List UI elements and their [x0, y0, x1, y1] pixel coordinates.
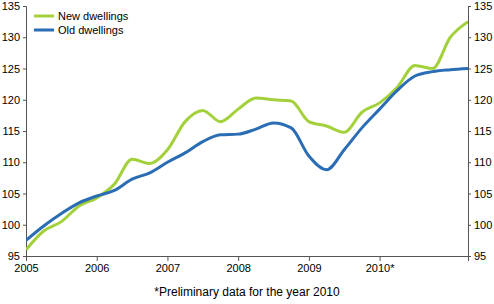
y-axis-left-tick: 105	[2, 188, 26, 200]
y-axis-left-tick: 135	[2, 0, 26, 12]
x-axis-tick-mark	[238, 256, 239, 261]
x-axis-tick: 2006	[85, 256, 109, 274]
y-axis-right-tick-label: 95	[474, 250, 486, 262]
y-axis-right: 95 100 105 110 115 120 125 130 135	[468, 0, 492, 262]
series-line	[26, 22, 468, 250]
series-line	[26, 69, 468, 241]
y-axis-left-tick-mark	[23, 162, 26, 163]
legend: New dwellings Old dwellings	[34, 10, 129, 36]
y-axis-left-tick-label: 105	[2, 188, 20, 200]
y-axis-left-tick-label: 125	[2, 63, 20, 75]
y-axis-right-tick-label: 115	[474, 125, 492, 137]
legend-item: New dwellings	[34, 10, 129, 22]
chart: 2005 2006 2007 2008 2009 2010* 95 100 105 110 115 1…	[0, 0, 494, 304]
x-axis: 2005 2006 2007 2008 2009 2010*	[14, 256, 468, 274]
y-axis-left-tick: 110	[2, 156, 26, 168]
y-axis-right-tick-mark	[468, 162, 471, 163]
x-axis-tick-label: 2007	[156, 262, 180, 274]
y-axis-left-tick: 100	[2, 219, 26, 231]
y-axis-right-line	[469, 7, 472, 257]
x-axis-tick-label: 2010*	[366, 262, 395, 274]
y-axis-right-tick-label: 110	[474, 156, 492, 168]
y-axis-right-tick-label: 125	[474, 63, 492, 75]
y-axis-left-tick-mark	[23, 256, 26, 257]
x-axis-tick-mark	[97, 256, 98, 261]
y-axis-left-line	[23, 7, 27, 257]
y-axis-right-tick-mark	[468, 256, 471, 257]
y-axis-right-tick: 115	[468, 125, 492, 137]
y-axis-left-tick-label: 110	[2, 156, 20, 168]
y-axis-left-tick: 130	[2, 31, 26, 43]
y-axis-right-tick-mark	[468, 37, 471, 38]
y-axis-right-tick-label: 100	[474, 219, 492, 231]
y-axis-right-tick: 105	[468, 188, 492, 200]
y-axis-left-tick-label: 115	[2, 125, 20, 137]
x-axis-tick: 2009	[297, 256, 321, 274]
x-axis-tick: 2010*	[366, 256, 395, 274]
y-axis-left-tick: 125	[2, 63, 26, 75]
y-axis-left-tick-mark	[23, 100, 26, 101]
y-axis-right-tick: 100	[468, 219, 492, 231]
legend-label: Old dwellings	[58, 24, 124, 36]
legend-item: Old dwellings	[34, 24, 124, 36]
footnote: *Preliminary data for the year 2010	[154, 285, 340, 299]
y-axis-right-tick: 130	[468, 31, 492, 43]
y-axis-left-tick-mark	[23, 6, 26, 7]
y-axis-right-tick-mark	[468, 225, 471, 226]
y-axis-right-tick: 135	[468, 0, 492, 12]
y-axis-left-tick-label: 135	[2, 0, 20, 12]
x-axis-tick-label: 2009	[297, 262, 321, 274]
y-axis-right-tick-mark	[468, 6, 471, 7]
lines	[26, 22, 468, 250]
legend-swatch	[34, 29, 54, 32]
y-axis-left-tick-label: 130	[2, 31, 20, 43]
y-axis-right-tick-label: 130	[474, 31, 492, 43]
legend-swatch	[34, 15, 54, 18]
y-axis-right-tick-mark	[468, 69, 471, 70]
x-axis-tick-label: 2006	[85, 262, 109, 274]
y-axis-left-tick: 95	[8, 250, 26, 262]
y-axis-left-tick-label: 120	[2, 94, 20, 106]
y-axis-right-tick-label: 120	[474, 94, 492, 106]
y-axis-left-tick: 120	[2, 94, 26, 106]
y-axis-right-tick-label: 105	[474, 188, 492, 200]
y-axis-right-tick-label: 135	[474, 0, 492, 12]
x-axis-line	[27, 257, 469, 262]
y-axis-right-tick: 120	[468, 94, 492, 106]
y-axis-left-tick-mark	[23, 194, 26, 195]
y-axis-left: 95 100 105 110 115 120 125 130 135	[2, 0, 27, 262]
plot: 2005 2006 2007 2008 2009 2010* 95 100 105 110 115 1…	[2, 0, 493, 274]
y-axis-right-tick: 125	[468, 63, 492, 75]
y-axis-left-tick-mark	[23, 69, 26, 70]
y-axis-left-tick-mark	[23, 131, 26, 132]
y-axis-right-tick-mark	[468, 100, 471, 101]
x-axis-tick-label: 2008	[226, 262, 250, 274]
y-axis-left-tick-mark	[23, 225, 26, 226]
y-axis-right-tick-mark	[468, 194, 471, 195]
y-axis-left-tick-label: 95	[8, 250, 20, 262]
x-axis-tick: 2007	[156, 256, 180, 274]
x-axis-tick-mark	[380, 256, 381, 261]
y-axis-right-tick-mark	[468, 131, 471, 132]
x-axis-tick-mark	[167, 256, 168, 261]
y-axis-right-tick: 110	[468, 156, 492, 168]
legend-label: New dwellings	[58, 10, 129, 22]
y-axis-left-tick-mark	[23, 37, 26, 38]
y-axis-left-tick-label: 100	[2, 219, 20, 231]
x-axis-tick-label: 2005	[14, 262, 38, 274]
x-axis-tick-mark	[309, 256, 310, 261]
y-axis-right-tick: 95	[468, 250, 486, 262]
x-axis-tick: 2008	[226, 256, 250, 274]
y-axis-left-tick: 115	[2, 125, 26, 137]
